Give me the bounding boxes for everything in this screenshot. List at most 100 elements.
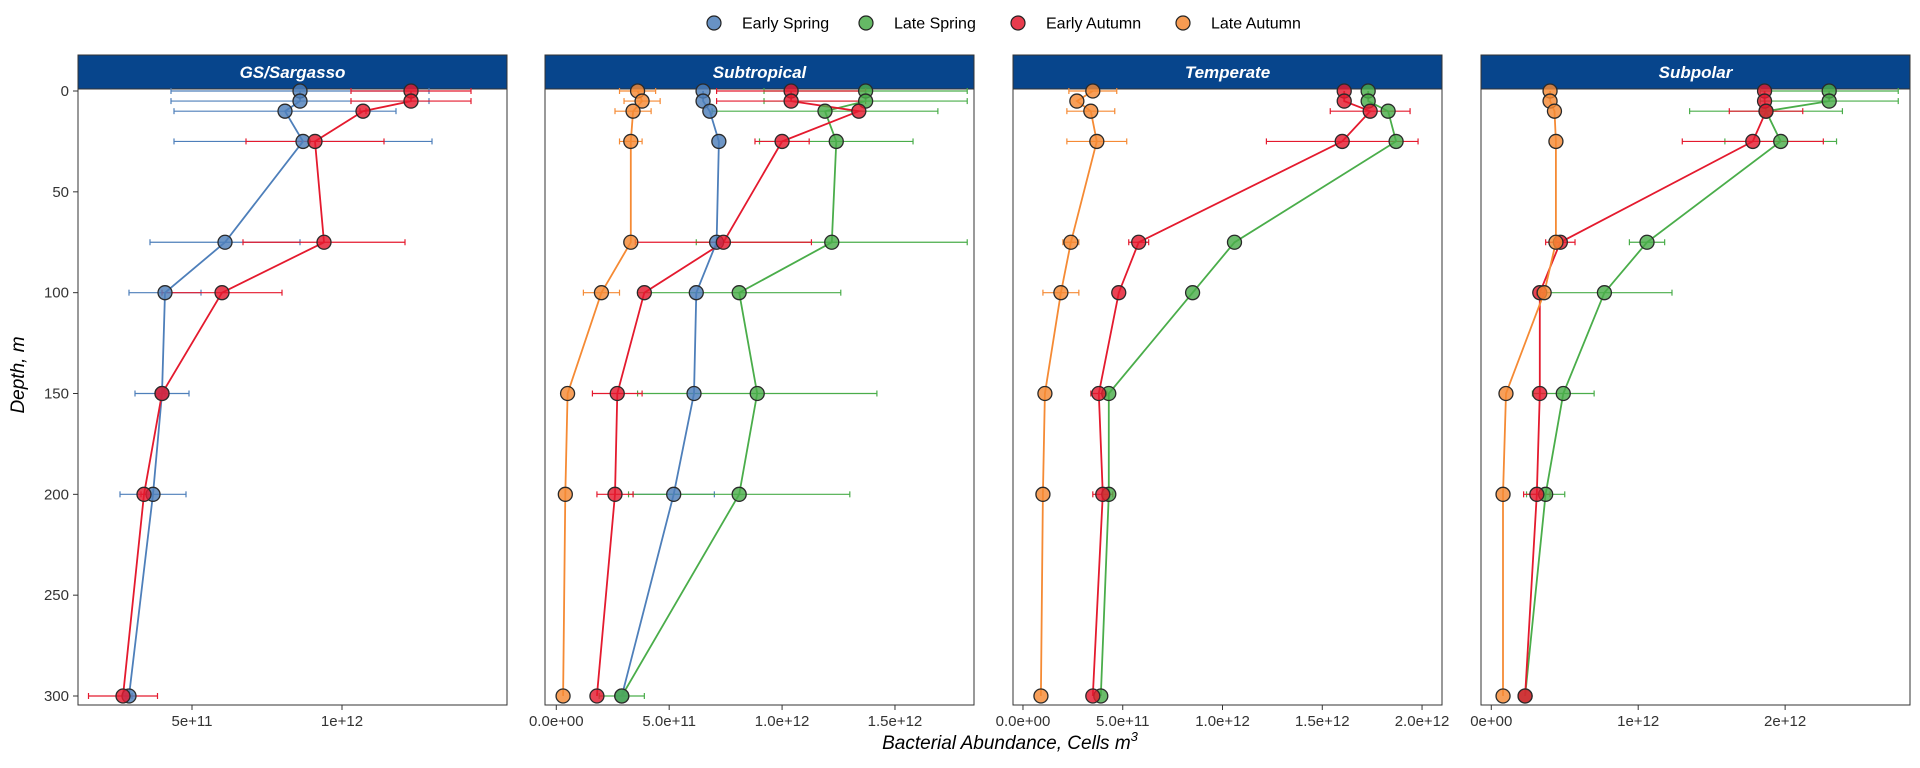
x-axis-title: Bacterial Abundance, Cells m3 bbox=[882, 729, 1139, 754]
x-tick-label: 1.5e+12 bbox=[1295, 713, 1350, 730]
x-tick-label: 2e+12 bbox=[1764, 713, 1806, 730]
data-point bbox=[1529, 486, 1545, 502]
data-point bbox=[115, 688, 131, 704]
data-point bbox=[749, 385, 765, 402]
data-point bbox=[1821, 93, 1837, 109]
data-point bbox=[1111, 285, 1127, 301]
data-point bbox=[607, 486, 623, 502]
data-point bbox=[774, 133, 790, 150]
data-point bbox=[555, 688, 571, 704]
x-tick-label: 1.0e+12 bbox=[1195, 713, 1250, 730]
data-point bbox=[1495, 688, 1511, 704]
panel-frame bbox=[77, 88, 508, 706]
data-point bbox=[214, 285, 230, 301]
legend-item-early-autumn: Early Autumn bbox=[1010, 15, 1141, 33]
series-points-late-autumn bbox=[1495, 83, 1564, 704]
data-point bbox=[1548, 234, 1564, 250]
data-point bbox=[1536, 285, 1552, 301]
panel-temperate: Temperate 0.0e+00 5.0e+11 1.0e+12 1.5e+12 2.0… bbox=[996, 54, 1449, 730]
legend-marker bbox=[1010, 15, 1026, 31]
data-point bbox=[702, 103, 718, 119]
x-tick-label: 1e+12 bbox=[321, 713, 363, 730]
data-point bbox=[157, 285, 173, 301]
data-point bbox=[277, 103, 293, 119]
data-point bbox=[824, 234, 840, 250]
chart-panels: GS/Sargasso 5e+11 1e+12 Subtropical 0.0e+00 5… bbox=[77, 54, 1911, 730]
data-point bbox=[666, 486, 682, 502]
data-point bbox=[1388, 133, 1404, 150]
panel-title: Subpolar bbox=[1659, 63, 1734, 82]
data-point bbox=[1037, 385, 1053, 402]
data-point bbox=[355, 103, 371, 119]
data-point bbox=[1745, 133, 1761, 150]
data-point bbox=[1336, 93, 1352, 109]
data-point bbox=[1091, 385, 1107, 402]
data-point bbox=[557, 486, 573, 502]
data-point bbox=[688, 285, 704, 301]
legend-item-early-spring: Early Spring bbox=[706, 15, 829, 33]
data-point bbox=[1334, 133, 1350, 150]
data-point bbox=[851, 103, 867, 119]
data-point bbox=[623, 234, 639, 250]
data-point bbox=[609, 385, 625, 402]
x-tick-label: 1e+12 bbox=[1617, 713, 1659, 730]
y-tick-label: 100 bbox=[44, 285, 69, 302]
panel-title: Temperate bbox=[1185, 63, 1270, 82]
panel-strip bbox=[1480, 54, 1911, 90]
data-point bbox=[1532, 385, 1548, 402]
panel-subpolar: Subpolar 0e+00 1e+12 2e+12 bbox=[1470, 54, 1911, 730]
data-point bbox=[711, 133, 727, 150]
data-point bbox=[316, 234, 332, 250]
data-point bbox=[731, 486, 747, 502]
panel-strip bbox=[1012, 54, 1443, 90]
data-point bbox=[1184, 285, 1201, 301]
legend-item-late-spring: Late Spring bbox=[858, 15, 976, 33]
data-point bbox=[1083, 103, 1099, 119]
y-tick-label: 0 bbox=[61, 83, 69, 100]
legend-label: Late Autumn bbox=[1211, 16, 1301, 33]
legend-marker bbox=[706, 15, 722, 31]
error-bars-late-spring bbox=[1525, 88, 1899, 498]
data-point bbox=[403, 93, 419, 109]
legend-item-late-autumn: Late Autumn bbox=[1175, 15, 1301, 33]
legend-label: Late Spring bbox=[894, 16, 976, 33]
data-point bbox=[715, 234, 732, 250]
data-point bbox=[1773, 133, 1789, 150]
data-point bbox=[1035, 486, 1051, 502]
series-points-late-spring bbox=[614, 83, 874, 704]
data-point bbox=[559, 385, 576, 402]
legend-label: Early Autumn bbox=[1046, 16, 1141, 33]
data-point bbox=[1546, 103, 1563, 119]
series-points-late-spring bbox=[1517, 83, 1837, 704]
data-point bbox=[1758, 103, 1774, 119]
x-tick-label: 0.0e+00 bbox=[529, 713, 584, 730]
x-tick-label: 5e+11 bbox=[171, 713, 212, 730]
series-points-early-autumn bbox=[1085, 83, 1378, 704]
error-bars-early-autumn bbox=[1523, 108, 1824, 498]
data-point bbox=[1063, 234, 1079, 250]
error-bars-late-autumn bbox=[1042, 88, 1128, 296]
data-point bbox=[1362, 103, 1378, 119]
series-points-early-autumn bbox=[115, 83, 419, 704]
data-point bbox=[154, 385, 170, 402]
data-point bbox=[1639, 234, 1655, 250]
data-point bbox=[1069, 93, 1085, 109]
y-axis: 0 50 100 150 200 250 300 bbox=[44, 83, 78, 705]
x-axis-title-text: Bacterial Abundance, Cells m bbox=[882, 733, 1131, 754]
panel-frame bbox=[544, 88, 975, 706]
data-point bbox=[1085, 688, 1101, 704]
data-point bbox=[292, 93, 308, 109]
x-tick-label: 5.0e+11 bbox=[1096, 713, 1150, 730]
data-point bbox=[1498, 385, 1514, 402]
data-point bbox=[1517, 688, 1533, 704]
legend-marker bbox=[858, 15, 874, 31]
y-tick-label: 50 bbox=[52, 184, 69, 201]
x-tick-label: 1.5e+12 bbox=[868, 713, 923, 730]
panel-title: Subtropical bbox=[713, 63, 808, 82]
data-point bbox=[1131, 234, 1147, 250]
series-points-late-spring bbox=[1093, 83, 1404, 704]
data-point bbox=[1053, 285, 1069, 301]
data-point bbox=[1495, 486, 1511, 502]
y-tick-label: 200 bbox=[44, 486, 69, 503]
